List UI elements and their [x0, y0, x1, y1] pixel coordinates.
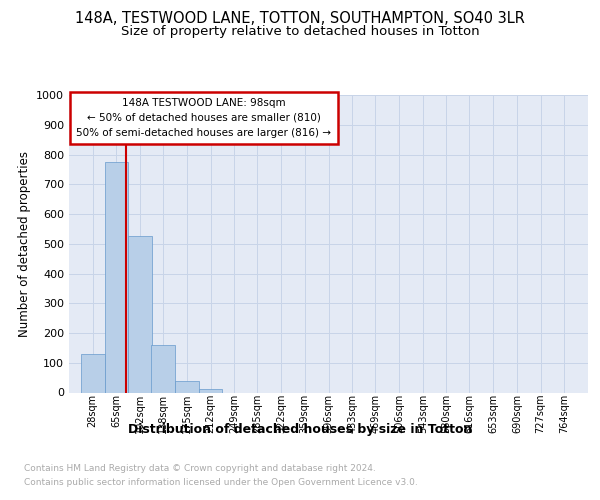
Bar [81, 354, 104, 393]
Text: 148A TESTWOOD LANE: 98sqm
← 50% of detached houses are smaller (810)
50% of semi: 148A TESTWOOD LANE: 98sqm ← 50% of detac… [76, 98, 331, 138]
Bar [104, 162, 128, 392]
Text: Contains public sector information licensed under the Open Government Licence v3: Contains public sector information licen… [24, 478, 418, 487]
Bar [128, 236, 152, 392]
Y-axis label: Number of detached properties: Number of detached properties [17, 151, 31, 337]
Text: Contains HM Land Registry data © Crown copyright and database right 2024.: Contains HM Land Registry data © Crown c… [24, 464, 376, 473]
Bar [175, 380, 199, 392]
Text: Distribution of detached houses by size in Totton: Distribution of detached houses by size … [128, 422, 472, 436]
Text: Size of property relative to detached houses in Totton: Size of property relative to detached ho… [121, 25, 479, 38]
Bar [151, 345, 175, 393]
Text: 148A, TESTWOOD LANE, TOTTON, SOUTHAMPTON, SO40 3LR: 148A, TESTWOOD LANE, TOTTON, SOUTHAMPTON… [75, 11, 525, 26]
Bar [199, 389, 223, 392]
